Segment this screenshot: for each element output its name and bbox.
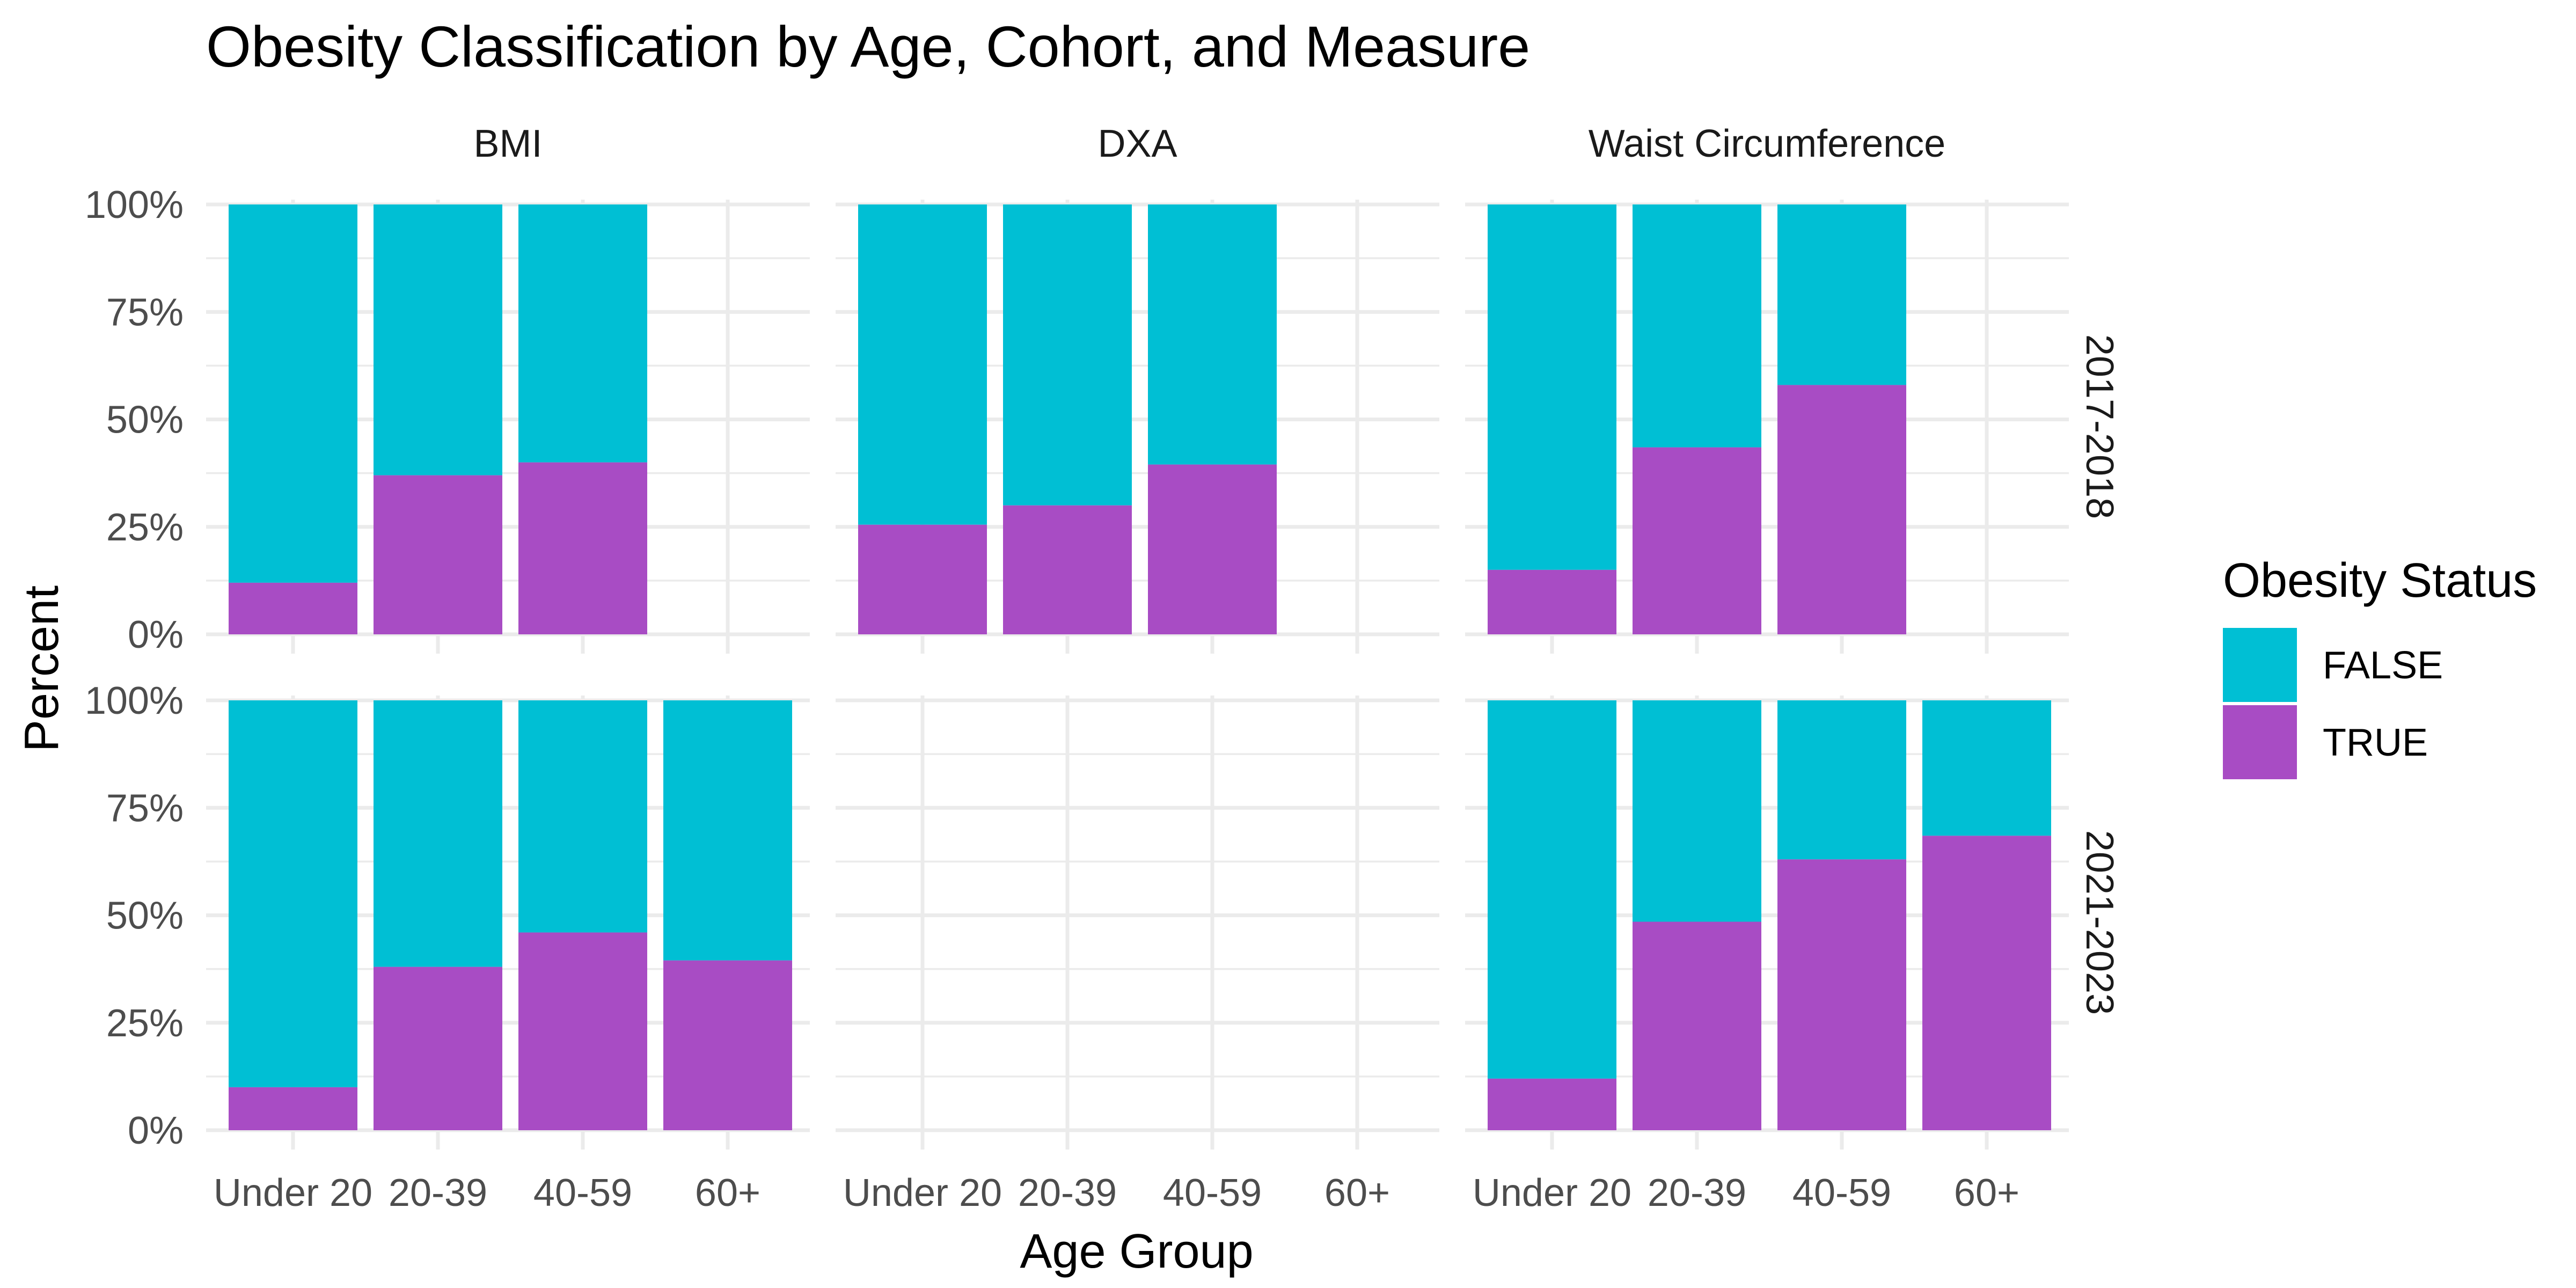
- bar-false-under-20: [229, 700, 357, 1087]
- bar-true-20-39: [374, 967, 502, 1130]
- panel-bmi-2017-2018: [206, 200, 810, 654]
- y-tick-label: 75%: [106, 787, 184, 830]
- panel-waist-circumference-2017-2018: [1465, 200, 2069, 654]
- y-tick-label: 0%: [128, 613, 184, 656]
- x-tick-label: 60+: [1324, 1172, 1390, 1214]
- y-tick-label: 50%: [106, 895, 184, 938]
- legend: Obesity Status FALSE TRUE: [2223, 554, 2537, 779]
- legend-key-false: [2223, 628, 2297, 702]
- bar-true-20-39: [1633, 921, 1761, 1130]
- y-tick-label: 100%: [85, 679, 184, 722]
- y-tick-label: 50%: [106, 399, 184, 442]
- bar-true-20-39: [1003, 505, 1132, 634]
- bar-false-under-20: [1488, 204, 1616, 570]
- bar-false-40-59: [1777, 204, 1906, 385]
- row-strip-label: 2021-2023: [2078, 830, 2121, 1015]
- bar-false-under-20: [858, 204, 987, 525]
- y-tick-label: 25%: [106, 1002, 184, 1045]
- bar-false-60: [663, 700, 792, 961]
- y-axis-title: Percent: [15, 586, 69, 752]
- bar-false-40-59: [1148, 204, 1277, 465]
- x-tick-label: 60+: [1954, 1172, 2019, 1214]
- bar-true-under-20: [1488, 569, 1616, 634]
- bar-true-40-59: [1777, 385, 1906, 634]
- bar-false-under-20: [1488, 700, 1616, 1079]
- bar-false-40-59: [518, 700, 647, 933]
- bar-false-under-20: [229, 204, 357, 583]
- column-strip-label: DXA: [1097, 122, 1177, 165]
- x-tick-label: 20-39: [1018, 1172, 1117, 1214]
- panel-bmi-2021-2023: [206, 696, 810, 1150]
- bar-false-20-39: [1003, 204, 1132, 506]
- bar-true-20-39: [1633, 447, 1761, 634]
- bar-false-40-59: [1777, 700, 1906, 860]
- bar-true-40-59: [518, 932, 647, 1130]
- panel-dxa-2017-2018: [836, 200, 1439, 654]
- panels-layer: BMI DXA Waist Circumference 2017-2018 2021-2…: [85, 122, 2121, 1214]
- x-tick-label: Under 20: [843, 1172, 1002, 1214]
- x-tick-label: 60+: [695, 1172, 760, 1214]
- legend-key-true: [2223, 705, 2297, 779]
- x-tick-label: 40-59: [533, 1172, 632, 1214]
- bar-false-20-39: [374, 204, 502, 475]
- panel-dxa-2021-2023: [836, 696, 1439, 1150]
- bar-false-20-39: [1633, 700, 1761, 922]
- chart-title: Obesity Classification by Age, Cohort, a…: [206, 14, 1530, 79]
- bar-true-60: [1922, 836, 2051, 1130]
- legend-label-true: TRUE: [2323, 721, 2428, 764]
- legend-label-false: FALSE: [2323, 644, 2443, 687]
- bar-false-20-39: [374, 700, 502, 967]
- bar-true-60: [663, 960, 792, 1130]
- bar-false-60: [1922, 700, 2051, 836]
- bar-true-under-20: [1488, 1078, 1616, 1130]
- bar-true-40-59: [1148, 464, 1277, 634]
- column-strip-label: BMI: [473, 122, 542, 165]
- y-tick-label: 25%: [106, 506, 184, 549]
- row-strip-label: 2017-2018: [2078, 334, 2121, 519]
- bar-true-20-39: [374, 475, 502, 634]
- bar-true-40-59: [518, 462, 647, 634]
- legend-title: Obesity Status: [2223, 554, 2537, 608]
- x-tick-label: Under 20: [214, 1172, 372, 1214]
- y-tick-label: 75%: [106, 291, 184, 334]
- x-tick-label: 20-39: [389, 1172, 487, 1214]
- x-tick-label: Under 20: [1473, 1172, 1631, 1214]
- bar-false-20-39: [1633, 204, 1761, 448]
- y-tick-label: 100%: [85, 184, 184, 226]
- panel-waist-circumference-2021-2023: [1465, 696, 2069, 1150]
- bar-false-40-59: [518, 204, 647, 463]
- bar-true-under-20: [229, 582, 357, 634]
- x-tick-label: 40-59: [1792, 1172, 1891, 1214]
- x-tick-label: 40-59: [1163, 1172, 1262, 1214]
- y-tick-label: 0%: [128, 1109, 184, 1152]
- bar-true-40-59: [1777, 859, 1906, 1130]
- bar-true-under-20: [858, 524, 987, 634]
- x-axis-title: Age Group: [1020, 1225, 1253, 1278]
- bar-true-under-20: [229, 1087, 357, 1130]
- column-strip-label: Waist Circumference: [1589, 122, 1945, 165]
- x-tick-label: 20-39: [1648, 1172, 1746, 1214]
